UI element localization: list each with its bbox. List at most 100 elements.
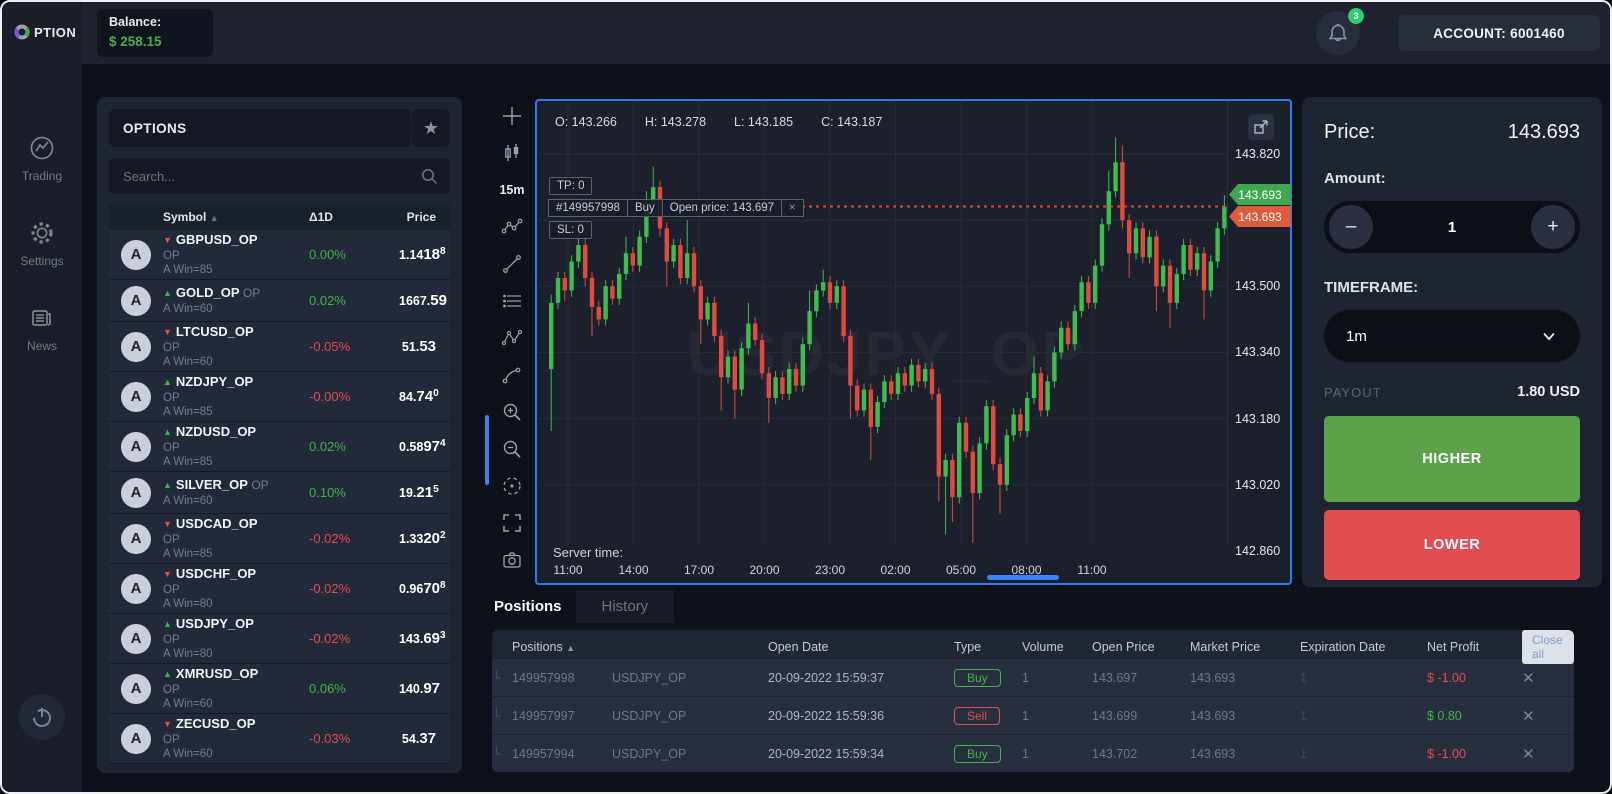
symbol-name: ▲ USDJPY_OP — [163, 616, 254, 631]
close-position-button[interactable]: ✕ — [1522, 669, 1535, 687]
symbol-change: 0.10% — [309, 485, 346, 500]
col-positions[interactable]: Positions ▲ — [512, 640, 576, 654]
chart-horizontal-scrollbar[interactable] — [987, 575, 1059, 580]
position-market-price: 143.693 — [1190, 708, 1236, 723]
symbol-avatar: A — [121, 523, 151, 554]
tree-branch-icon: └ — [492, 708, 501, 723]
symbol-type: OP — [163, 684, 180, 696]
watchlist-row-nzdjpy_op[interactable]: A ▲ NZDJPY_OP OP A Win=85 -0.00% 84.740 — [109, 372, 450, 422]
close-position-icon[interactable]: × — [781, 199, 804, 217]
column-price[interactable]: Price — [406, 210, 436, 224]
col-net-profit: Net Profit — [1427, 640, 1480, 654]
symbol-change: -0.02% — [309, 581, 351, 596]
account-button[interactable]: ACCOUNT: 6001460 — [1398, 15, 1600, 51]
candles-tool[interactable] — [497, 139, 527, 167]
take-profit-label[interactable]: TP: 0 — [549, 177, 593, 195]
curve-icon — [501, 364, 523, 386]
target-tool[interactable] — [497, 472, 527, 500]
timeframe-select[interactable]: 1m — [1324, 310, 1580, 362]
indicator-icon — [501, 216, 523, 238]
positions-panel: Positions History Positions ▲ Open Date … — [480, 587, 1602, 792]
higher-button[interactable]: HIGHER — [1324, 416, 1580, 502]
positions-table: Positions ▲ Open Date Type Volume Open P… — [492, 630, 1574, 772]
symbol-avatar: A — [121, 623, 151, 654]
open-position-price-badge: 143.693 — [1229, 206, 1291, 227]
zoom-in-tool[interactable] — [497, 398, 527, 426]
position-id: 149957994 — [512, 746, 575, 761]
curve-tool[interactable] — [497, 361, 527, 389]
trend-line-tool[interactable] — [497, 250, 527, 278]
watchlist-row-xmrusd_op[interactable]: A ▲ XMRUSD_OP OP A Win=60 0.06% 140.97 — [109, 664, 450, 714]
zoom-out-tool[interactable] — [497, 435, 527, 463]
sidebar-item-label: Settings — [20, 254, 64, 268]
balance-value: $ 258.15 — [109, 34, 162, 49]
fullscreen-tool[interactable] — [497, 509, 527, 537]
search-input[interactable] — [121, 167, 420, 185]
symbol-name: ▲ NZDJPY_OP — [163, 374, 254, 389]
timeframe-button[interactable]: 15m — [499, 183, 525, 197]
current-price-badge: 143.693 — [1229, 184, 1291, 205]
amount-increase-button[interactable]: + — [1531, 205, 1575, 249]
lower-button[interactable]: LOWER — [1324, 510, 1580, 580]
close-position-button[interactable]: ✕ — [1522, 745, 1535, 763]
sidebar-item-label: News — [26, 339, 57, 353]
watchlist-row-usdjpy_op[interactable]: A ▲ USDJPY_OP OP A Win=80 -0.02% 143.693 — [109, 614, 450, 664]
favorites-button[interactable]: ★ — [412, 109, 450, 147]
symbol-price: 1.14188 — [399, 245, 446, 264]
sidebar-item-settings[interactable]: Settings — [20, 219, 64, 268]
logout-button[interactable] — [19, 694, 65, 740]
watchlist-row-ltcusd_op[interactable]: A ▼ LTCUSD_OP OP A Win=60 -0.05% 51.53 — [109, 322, 450, 372]
crosshair-tool[interactable] — [497, 102, 527, 130]
position-line-label: #149957998 Buy Open price: 143.697 × — [548, 199, 804, 217]
tab-history[interactable]: History — [575, 589, 675, 623]
brand-logo: PTION — [14, 24, 76, 40]
pattern-tool[interactable] — [497, 324, 527, 352]
column-symbol[interactable]: Symbol ▲ — [163, 210, 219, 224]
bell-icon — [1328, 23, 1348, 42]
price-axis-label: 142.860 — [1235, 543, 1281, 558]
col-open-price: Open Price — [1092, 640, 1155, 654]
timeframe-value: 1m — [1346, 327, 1367, 345]
watchlist-scrollbar[interactable] — [485, 415, 489, 485]
symbol-price: 140.97 — [399, 680, 441, 697]
watchlist-row-silver_op[interactable]: A ▲ SILVER_OP OP A Win=60 0.10% 19.215 — [109, 472, 450, 514]
time-axis-label: 08:00 — [1011, 563, 1042, 577]
position-symbol: USDJPY_OP — [612, 746, 687, 761]
amount-decrease-button[interactable]: – — [1329, 205, 1373, 249]
watchlist-row-gold_op[interactable]: A ▲ GOLD_OP OP A Win=60 0.02% 1667.59 — [109, 280, 450, 322]
position-row-149957998: └ 149957998 USDJPY_OP 20-09-2022 15:59:3… — [492, 658, 1574, 696]
symbol-change: 0.06% — [309, 681, 346, 696]
amount-value[interactable]: 1 — [1447, 218, 1457, 236]
candlestick-chart[interactable] — [539, 101, 1229, 545]
watchlist-row-usdcad_op[interactable]: A ▼ USDCAD_OP OP A Win=85 -0.02% 1.33202 — [109, 514, 450, 564]
position-volume: 1 — [1022, 708, 1029, 723]
watchlist-row-nzdusd_op[interactable]: A ▲ NZDUSD_OP OP A Win=85 0.02% 0.58974 — [109, 422, 450, 472]
close-all-button[interactable]: Close all — [1522, 630, 1574, 664]
sidebar-item-trading[interactable]: Trading — [22, 134, 62, 183]
indicator-tool[interactable] — [497, 213, 527, 241]
settings-icon — [28, 219, 56, 247]
sidebar-item-news[interactable]: News — [27, 304, 57, 353]
horizontal-lines-tool[interactable] — [497, 287, 527, 315]
screenshot-tool[interactable] — [497, 546, 527, 574]
chart-panel[interactable]: USDJPY_OP O: 143.266 H: 143.278 L: 143.1… — [535, 99, 1292, 585]
crosshair-icon — [501, 105, 523, 127]
watchlist-row-zecusd_op[interactable]: A ▼ ZECUSD_OP OP A Win=60 -0.03% 54.37 — [109, 714, 450, 764]
symbol-change: 0.02% — [309, 293, 346, 308]
symbol-name: ▼ USDCHF_OP — [163, 566, 257, 581]
position-open-date: 20-09-2022 15:59:36 — [768, 708, 885, 723]
expand-chart-button[interactable] — [1248, 114, 1274, 140]
position-row-149957994: └ 149957994 USDJPY_OP 20-09-2022 15:59:3… — [492, 734, 1574, 772]
stop-loss-label[interactable]: SL: 0 — [549, 221, 592, 239]
trend-up-icon: ▲ — [163, 377, 172, 387]
close-position-button[interactable]: ✕ — [1522, 707, 1535, 725]
symbol-type: OP — [163, 442, 180, 454]
watchlist-row-gbpusd_op[interactable]: A ▼ GBPUSD_OP OP A Win=85 0.00% 1.14188 — [109, 230, 450, 280]
symbol-price: 51.53 — [401, 338, 436, 355]
trend-up-icon: ▲ — [163, 427, 172, 437]
watchlist-row-usdchf_op[interactable]: A ▼ USDCHF_OP OP A Win=80 -0.02% 0.96708 — [109, 564, 450, 614]
time-axis-label: 17:00 — [683, 563, 715, 577]
column-change[interactable]: Δ1D — [309, 210, 333, 224]
position-open-price: 143.699 — [1092, 708, 1138, 723]
tab-positions[interactable]: Positions — [494, 597, 562, 615]
